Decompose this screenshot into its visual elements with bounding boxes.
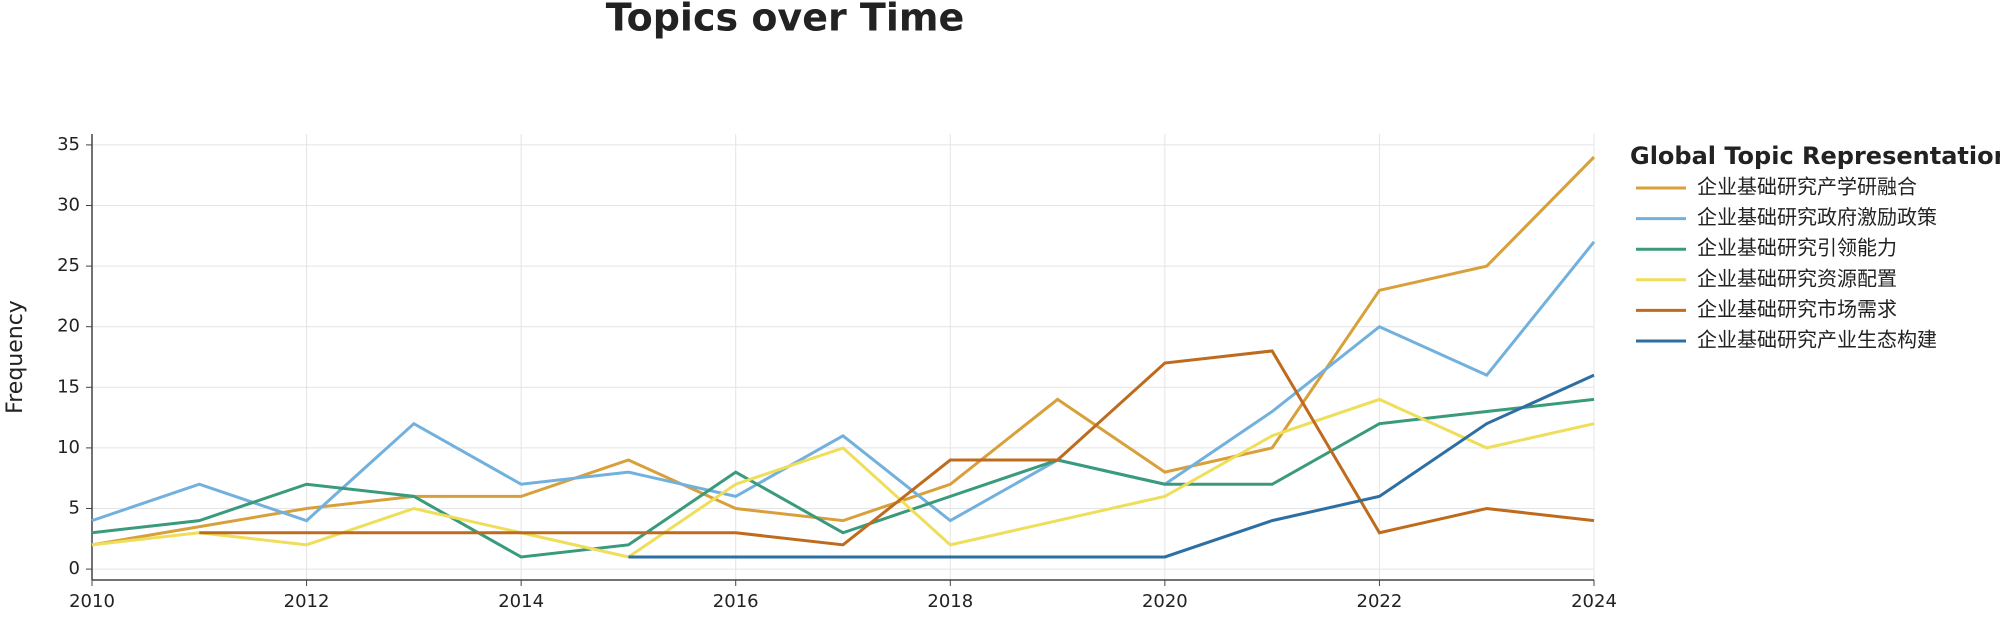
- y-tick-label: 20: [57, 316, 80, 337]
- legend-label: 企业基础研究市场需求: [1697, 297, 1897, 321]
- legend-label: 企业基础研究产学研融合: [1697, 175, 1917, 199]
- x-tick-label: 2010: [69, 591, 115, 612]
- legend-label: 企业基础研究产业生态构建: [1697, 328, 1937, 352]
- x-tick-label: 2012: [284, 591, 330, 612]
- y-tick-label: 10: [57, 437, 80, 458]
- y-tick-label: 15: [57, 376, 80, 397]
- y-tick-label: 30: [57, 195, 80, 216]
- x-tick-label: 2022: [1357, 591, 1403, 612]
- legend-label: 企业基础研究引领能力: [1697, 236, 1897, 260]
- series-line: [91, 397, 1595, 559]
- x-tick-label: 2020: [1142, 591, 1188, 612]
- series-line: [91, 397, 1595, 559]
- series-line: [199, 349, 1595, 547]
- chart-title: Topics over Time: [606, 0, 965, 40]
- legend-label: 企业基础研究政府激励政策: [1697, 205, 1937, 229]
- y-tick-label: 35: [57, 134, 80, 155]
- legend-label: 企业基础研究资源配置: [1697, 266, 1897, 290]
- legend-title: Global Topic Representation: [1630, 142, 2000, 170]
- y-axis-label: Frequency: [3, 300, 28, 414]
- x-tick-label: 2016: [713, 591, 759, 612]
- x-tick-label: 2018: [927, 591, 973, 612]
- y-tick-label: 25: [57, 255, 80, 276]
- x-tick-label: 2014: [498, 591, 544, 612]
- x-tick-label: 2024: [1571, 591, 1617, 612]
- y-tick-label: 5: [69, 497, 80, 518]
- series-line: [628, 373, 1595, 559]
- series-line: [91, 240, 1596, 523]
- y-tick-label: 0: [69, 558, 80, 579]
